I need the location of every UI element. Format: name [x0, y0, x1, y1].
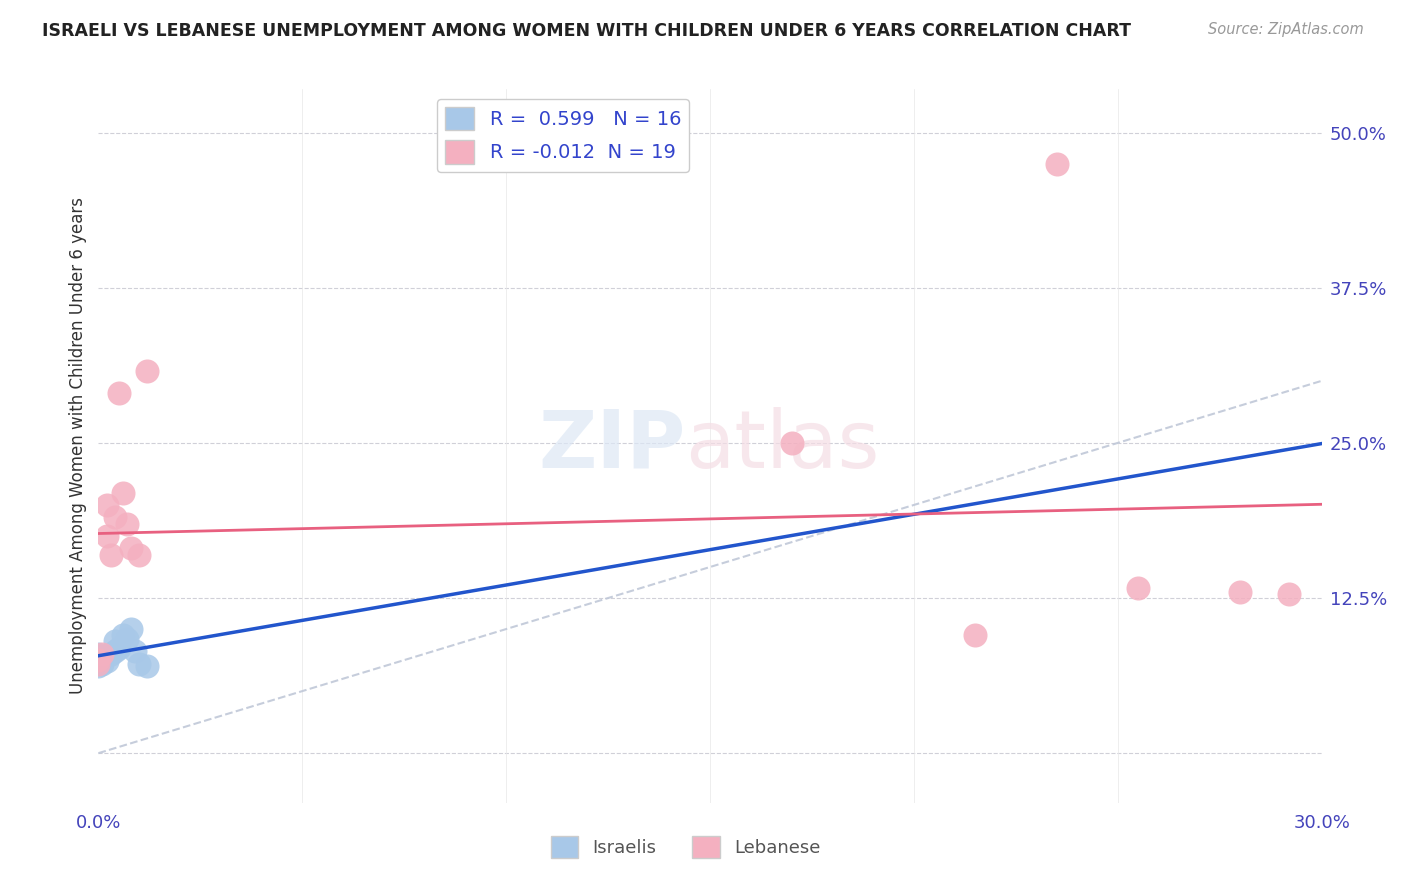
Point	[87, 653, 110, 667]
Point	[128, 548, 150, 562]
Point	[1128, 581, 1150, 595]
Text: atlas: atlas	[686, 407, 880, 485]
Text: ISRAELI VS LEBANESE UNEMPLOYMENT AMONG WOMEN WITH CHILDREN UNDER 6 YEARS CORRELA: ISRAELI VS LEBANESE UNEMPLOYMENT AMONG W…	[42, 22, 1132, 40]
Legend: Israelis, Lebanese: Israelis, Lebanese	[544, 829, 828, 865]
Point	[91, 649, 114, 664]
Point	[1278, 587, 1301, 601]
Point	[96, 654, 118, 668]
Point	[91, 647, 114, 661]
Point	[104, 644, 127, 658]
Point	[128, 657, 150, 671]
Point	[1229, 584, 1251, 599]
Point	[104, 510, 127, 524]
Point	[96, 498, 118, 512]
Point	[100, 647, 122, 661]
Point	[87, 659, 110, 673]
Point	[87, 647, 110, 661]
Point	[91, 657, 114, 671]
Point	[965, 628, 987, 642]
Point	[108, 386, 131, 401]
Point	[104, 634, 127, 648]
Point	[111, 628, 134, 642]
Point	[108, 640, 131, 655]
Point	[780, 436, 803, 450]
Point	[124, 644, 146, 658]
Point	[115, 516, 138, 531]
Text: ZIP: ZIP	[538, 407, 686, 485]
Point	[100, 548, 122, 562]
Point	[136, 659, 159, 673]
Point	[1045, 156, 1069, 170]
Point	[120, 541, 142, 556]
Point	[87, 653, 110, 667]
Point	[136, 364, 159, 378]
Point	[111, 485, 134, 500]
Point	[115, 632, 138, 646]
Point	[87, 657, 110, 671]
Text: Source: ZipAtlas.com: Source: ZipAtlas.com	[1208, 22, 1364, 37]
Y-axis label: Unemployment Among Women with Children Under 6 years: Unemployment Among Women with Children U…	[69, 197, 87, 695]
Point	[120, 622, 142, 636]
Point	[96, 529, 118, 543]
